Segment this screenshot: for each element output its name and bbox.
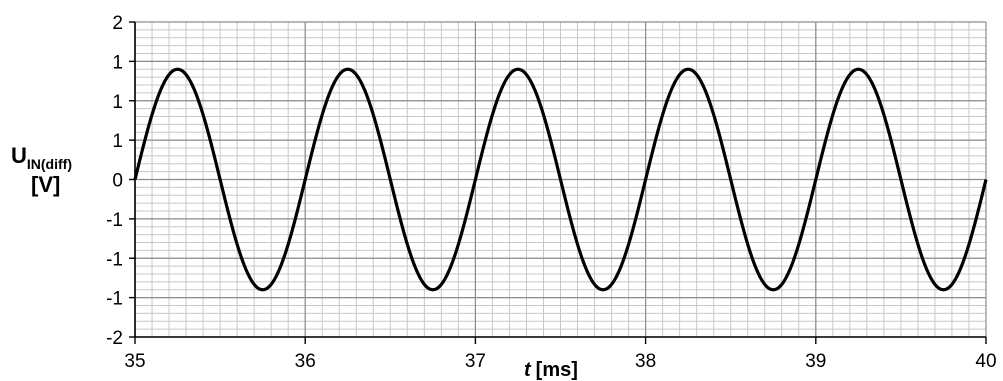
x-axis-unit: [ms]	[536, 359, 578, 381]
axes	[129, 21, 987, 344]
x-tick-label: 37	[465, 351, 486, 372]
y-axis-unit: [V]	[31, 172, 60, 197]
y-tick-label: 0	[112, 171, 123, 192]
y-tick-label: -2	[106, 328, 123, 349]
x-axis-label: t [ms]	[524, 359, 578, 381]
svg-text:UIN(diff): UIN(diff)	[11, 143, 72, 172]
x-axis-symbol: t	[524, 359, 532, 381]
x-tick-label: 38	[635, 351, 656, 372]
series-line	[133, 67, 988, 292]
y-tick-label: 1	[112, 52, 123, 73]
y-axis-label-main: U	[11, 143, 27, 168]
y-tick-label: 1	[112, 92, 123, 113]
y-axis-label-subscript: IN(diff)	[27, 156, 72, 172]
svg-text:t[ms]: t [ms]	[524, 359, 578, 381]
y-tick-label: -1	[106, 210, 123, 231]
y-tick-label: -1	[106, 289, 123, 310]
y-tick-label: 1	[112, 131, 123, 152]
x-tick-label: 40	[975, 351, 996, 372]
y-tick-label: -1	[106, 249, 123, 270]
y-tick-label: 2	[112, 13, 123, 34]
x-tick-label: 36	[295, 351, 316, 372]
x-tick-label: 39	[805, 351, 826, 372]
x-tick-labels: 35 36 37 38 39 40	[124, 351, 996, 372]
x-tick-label: 35	[124, 351, 145, 372]
y-tick-labels: -2 -1 -1 -1 0 1 1 1 2	[106, 13, 123, 349]
y-axis-label: UIN(diff) [V]	[11, 143, 72, 197]
